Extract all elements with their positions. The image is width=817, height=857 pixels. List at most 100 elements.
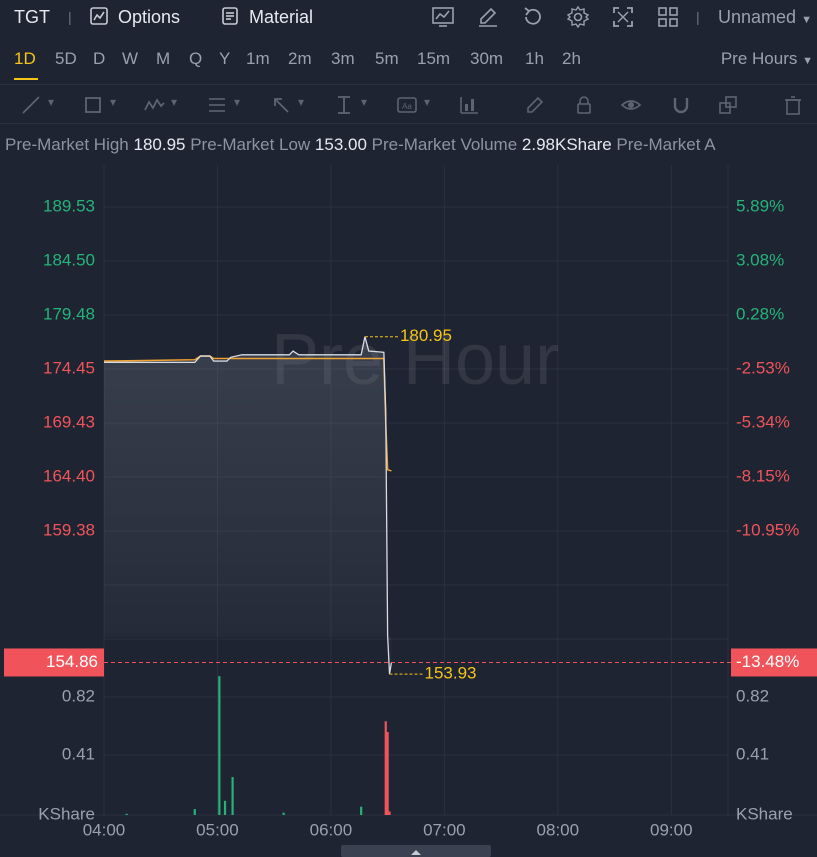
period-tab-5d[interactable]: 5D (55, 49, 77, 68)
period-tab-m[interactable]: M (156, 49, 171, 68)
time-axis-tick: 09:00 (650, 820, 693, 839)
price-axis-tick: 169.43 (43, 412, 95, 431)
pen-icon[interactable] (524, 94, 546, 116)
indicator-tool-icon[interactable] (458, 94, 480, 116)
period-tab-d[interactable]: D (93, 49, 106, 68)
period-tab-2h[interactable]: 2h (562, 49, 581, 68)
period-tab-y[interactable]: Y (219, 49, 231, 68)
volume-unit-label: KShare (736, 804, 793, 823)
text-tool-icon[interactable]: Aa (396, 94, 418, 116)
volume-unit-label: KShare (38, 804, 95, 823)
period-tab-1h[interactable]: 1h (525, 49, 544, 68)
volume-bar (360, 806, 363, 815)
period-tab-1d[interactable]: 1D (14, 49, 36, 68)
chart-scroll-handle[interactable] (341, 845, 491, 857)
chevron-down-icon[interactable]: ▾ (361, 95, 368, 109)
stat-label: Pre-Market Volume (371, 135, 522, 154)
edit-icon[interactable] (475, 4, 501, 30)
measure-tool-icon[interactable] (333, 94, 355, 116)
settings-icon[interactable] (565, 4, 591, 30)
trash-icon[interactable] (782, 94, 804, 116)
period-tab-15m[interactable]: 15m (417, 49, 451, 68)
volume-bar (218, 676, 221, 815)
percent-axis-tick: 5.89% (736, 196, 784, 215)
rectangle-tool-icon[interactable] (82, 94, 104, 116)
stat-value: 153.00 (314, 135, 372, 154)
stat-label: Pre-Market Low (190, 135, 315, 154)
period-tab-w[interactable]: W (122, 49, 139, 68)
price-line (104, 336, 393, 675)
period-tab-1m[interactable]: 1m (246, 49, 270, 68)
chevron-down-icon: ▼ (801, 14, 812, 26)
period-tab-q[interactable]: Q (189, 49, 203, 68)
options-button[interactable]: Options (118, 7, 181, 27)
layers-icon[interactable] (717, 94, 739, 116)
volume-bar (193, 809, 196, 815)
price-axis-tick: 189.53 (43, 196, 95, 215)
percent-axis-tick: 3.08% (736, 250, 784, 269)
arrow-tool-icon[interactable] (270, 94, 292, 116)
chevron-down-icon[interactable]: ▾ (48, 95, 55, 109)
current-price-badge (4, 648, 104, 677)
material-icon[interactable] (219, 5, 241, 27)
session-select[interactable]: Pre Hours ▼ (721, 48, 813, 72)
volume-axis-tick: 0.41 (736, 744, 769, 763)
chevron-down-icon[interactable]: ▾ (171, 95, 178, 109)
layout-name-select[interactable]: Unnamed ▼ (718, 0, 812, 34)
time-axis-tick: 04:00 (83, 820, 126, 839)
period-tab-3m[interactable]: 3m (331, 49, 355, 68)
chevron-down-icon[interactable]: ▾ (234, 95, 241, 109)
percent-axis-tick: -2.53% (736, 358, 790, 377)
options-icon[interactable] (88, 5, 110, 27)
volume-bar (125, 813, 128, 815)
chart-icon[interactable] (430, 4, 456, 30)
grid-layout-icon[interactable] (655, 4, 681, 30)
material-button[interactable]: Material (249, 7, 314, 27)
pattern-tool-icon[interactable] (143, 94, 165, 116)
time-axis-tick: 07:00 (423, 820, 466, 839)
price-area-fill (104, 336, 392, 675)
percent-axis-tick: -8.15% (736, 466, 790, 485)
period-tab-5m[interactable]: 5m (375, 49, 399, 68)
chevron-up-icon (411, 850, 421, 855)
volume-axis-tick: 0.41 (62, 744, 95, 763)
divider: | (696, 9, 700, 25)
fullscreen-icon[interactable] (610, 4, 636, 30)
lock-icon[interactable] (573, 94, 595, 116)
price-axis-tick: 164.40 (43, 466, 95, 485)
stat-value: 180.95 (133, 135, 191, 154)
period-tab-30m[interactable]: 30m (470, 49, 504, 68)
period-tab-2m[interactable]: 2m (288, 49, 312, 68)
price-axis-tick: 179.48 (43, 304, 95, 323)
current-price-label: 154.86 (46, 652, 98, 671)
chevron-down-icon[interactable]: ▾ (298, 95, 305, 109)
eye-icon[interactable] (620, 94, 642, 116)
volume-bar (231, 777, 234, 815)
percent-axis-tick: 0.28% (736, 304, 784, 323)
current-change-badge (731, 648, 817, 677)
symbol-title[interactable]: TGT (14, 7, 50, 27)
volume-axis-tick: 0.82 (736, 686, 769, 705)
stat-label: Pre-Market A (616, 135, 716, 154)
fibonacci-tool-icon[interactable] (206, 94, 228, 116)
time-axis-tick: 08:00 (537, 820, 580, 839)
period-bar: 1D 5D D W M Q Y 1m 2m 3m 5m 15m 30m 1h 2h Pre Hours ▼ (0, 40, 817, 80)
drawing-toolbar: ▾ ▾ ▾ ▾ ▾ ▾ Aa ▾ (0, 84, 817, 124)
high-price-label: 180.95 (400, 326, 452, 345)
percent-axis-tick: -5.34% (736, 412, 790, 431)
price-chart[interactable]: Pre Hour 180.95 153.93 154.86 -13.48% 189.53 1… (0, 165, 817, 857)
time-axis-tick: 06:00 (310, 820, 353, 839)
refresh-icon[interactable] (520, 4, 546, 30)
pre-market-stats: Pre-Market High 180.95 Pre-Market Low 15… (5, 133, 716, 157)
volume-axis-tick: 0.82 (62, 686, 95, 705)
chevron-down-icon[interactable]: ▾ (110, 95, 117, 109)
volume-bar (386, 731, 389, 815)
line-tool-icon[interactable] (20, 94, 42, 116)
magnet-icon[interactable] (670, 94, 692, 116)
price-axis-tick: 174.45 (43, 358, 95, 377)
price-axis-tick: 184.50 (43, 250, 95, 269)
stat-label: Pre-Market High (5, 135, 134, 154)
chevron-down-icon[interactable]: ▾ (424, 95, 431, 109)
time-axis-tick: 05:00 (196, 820, 239, 839)
